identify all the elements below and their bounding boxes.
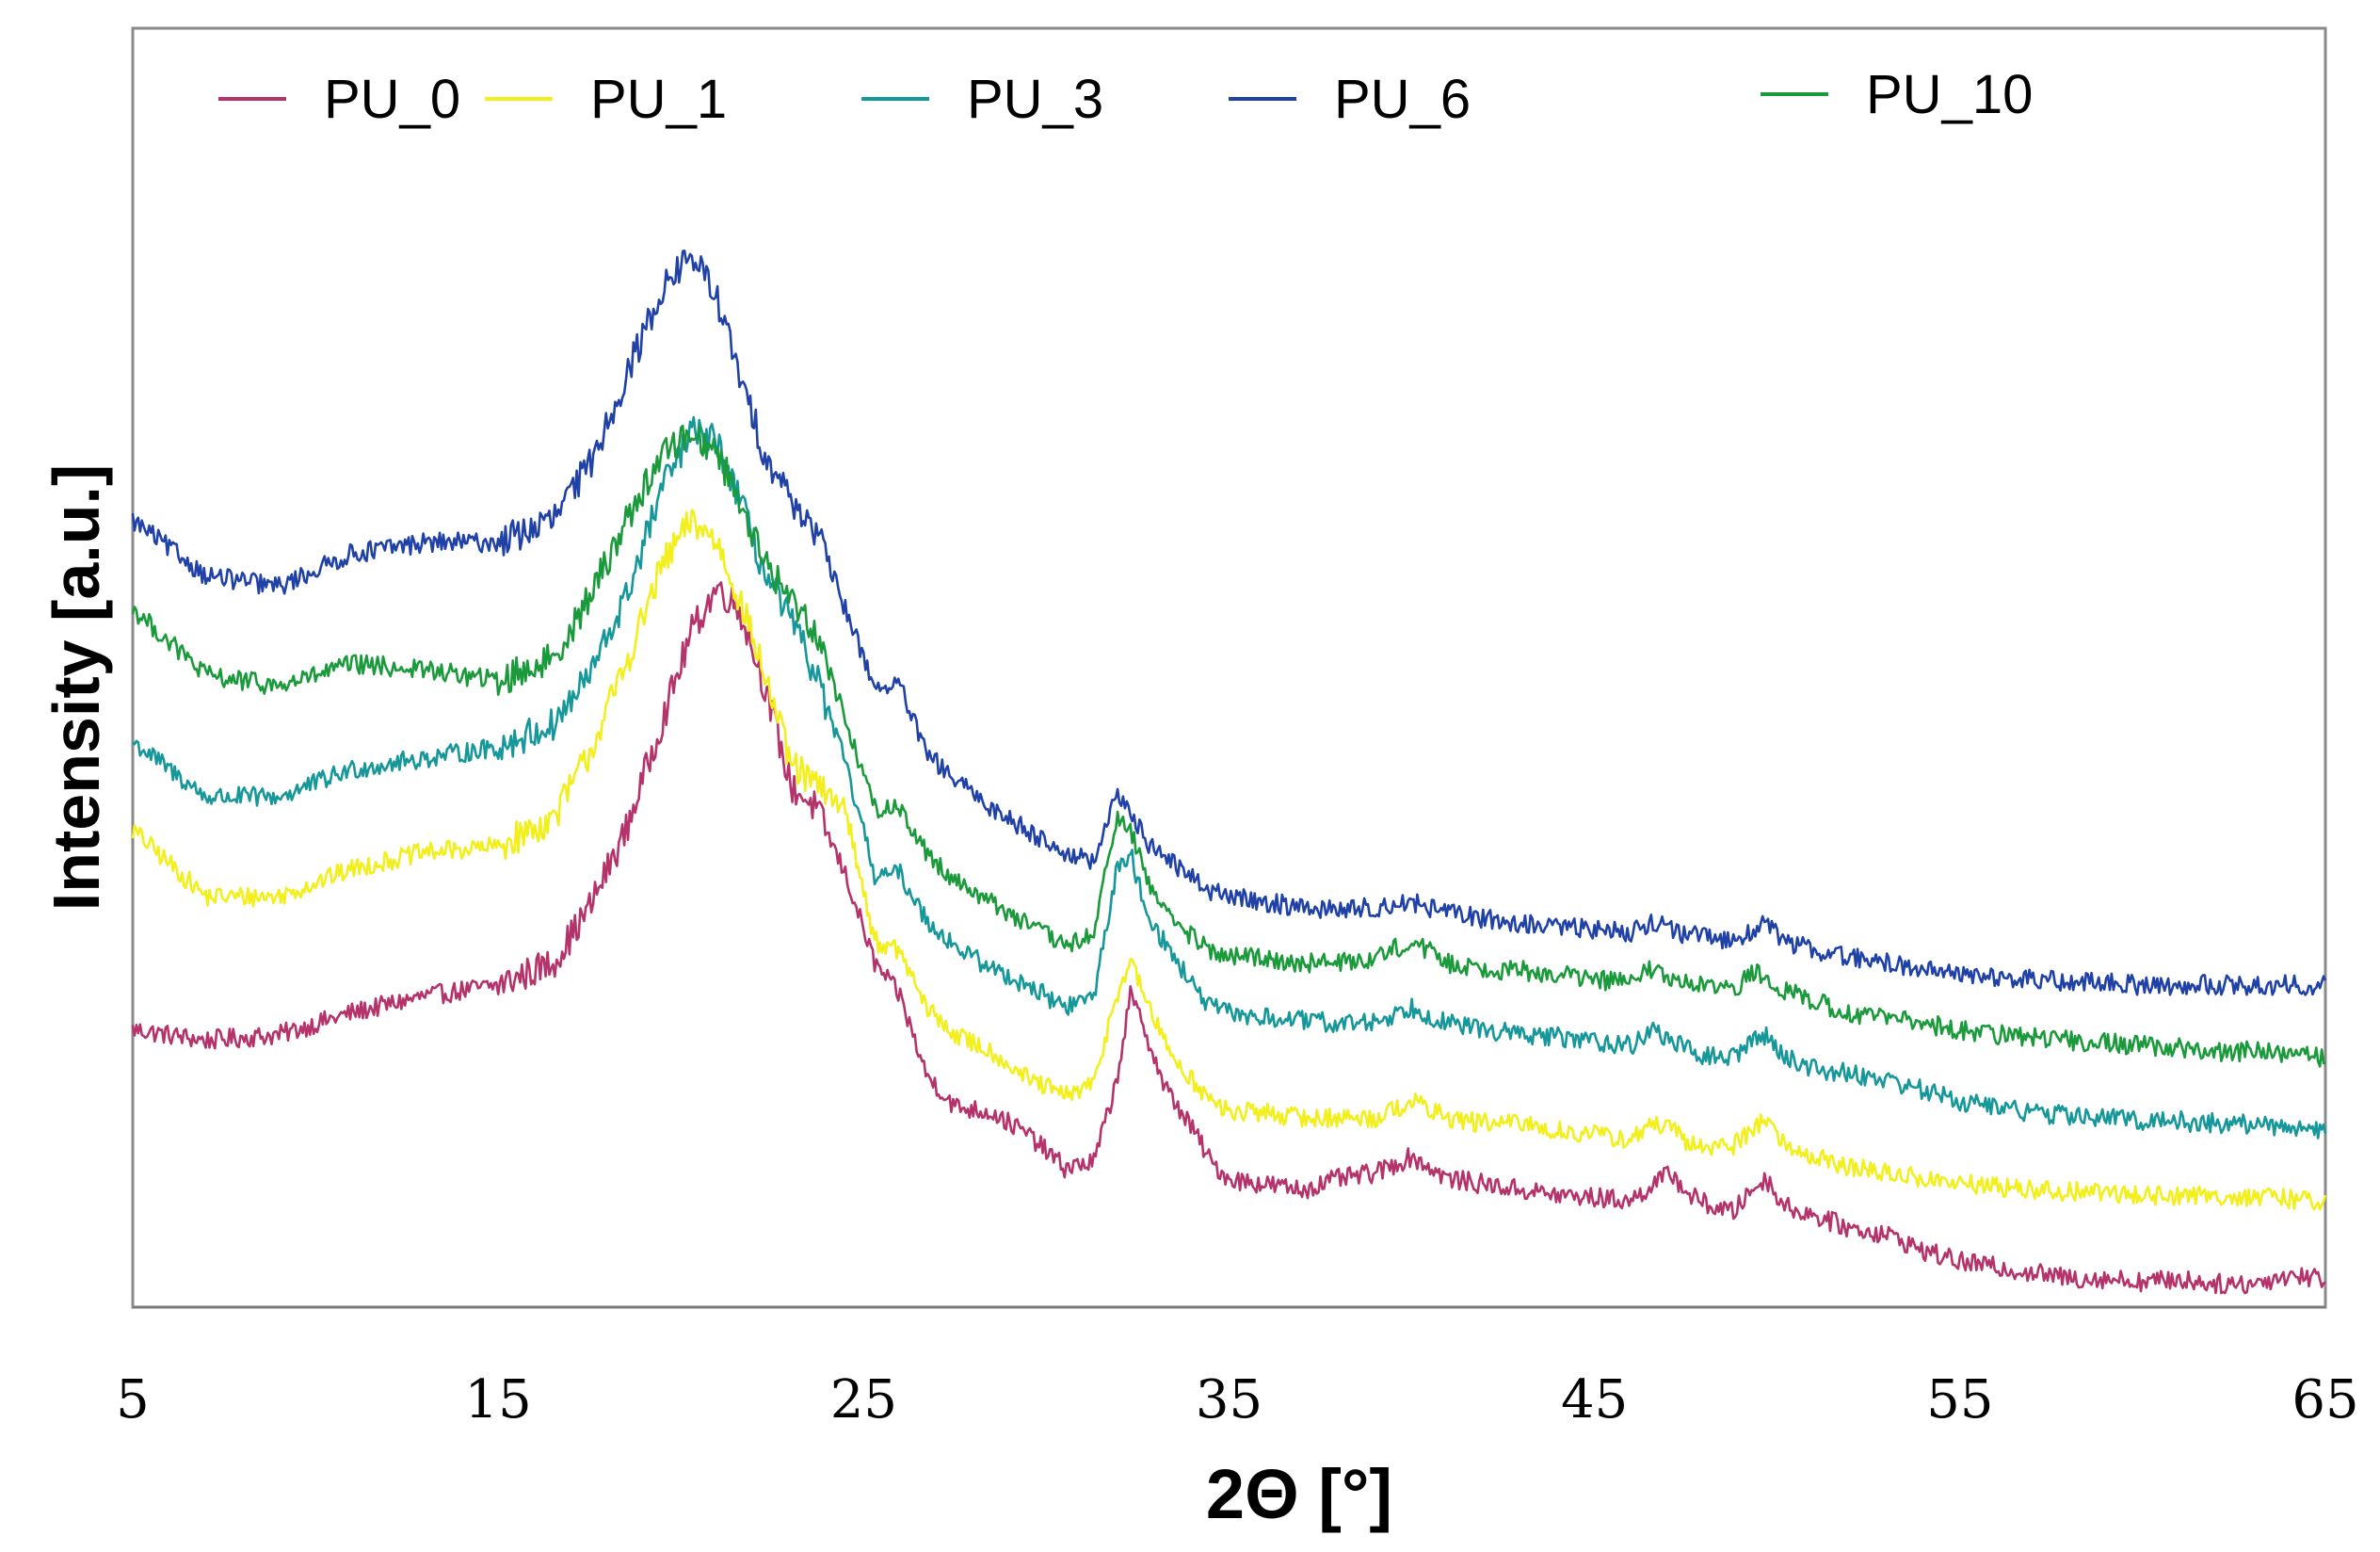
x-axis-title: 2Θ [°] bbox=[1206, 1455, 1392, 1533]
x-tick-labels: 5 15 25 35 45 55 65 bbox=[116, 1369, 2358, 1431]
x-tick-label: 15 bbox=[465, 1369, 532, 1431]
x-tick-label: 25 bbox=[830, 1369, 897, 1431]
legend: PU_0 PU_1 PU_3 PU_6 PU_10 bbox=[218, 64, 2033, 130]
series-line-pu-10 bbox=[131, 424, 2326, 1068]
legend-label-pu-0: PU_0 bbox=[324, 69, 460, 130]
series-line-pu-3 bbox=[132, 415, 2327, 1140]
x-tick-label: 35 bbox=[1196, 1369, 1262, 1431]
series-line-pu-1 bbox=[131, 509, 2327, 1211]
x-tick-label: 65 bbox=[2292, 1369, 2358, 1431]
legend-label-pu-3: PU_3 bbox=[967, 69, 1103, 130]
legend-label-pu-1: PU_1 bbox=[590, 69, 727, 130]
y-axis-title: Intensity [a.u.] bbox=[40, 464, 113, 911]
series-group bbox=[131, 250, 2327, 1295]
legend-label-pu-6: PU_6 bbox=[1334, 69, 1471, 130]
legend-label-pu-10: PU_10 bbox=[1866, 64, 2033, 125]
x-tick-label: 45 bbox=[1561, 1369, 1628, 1431]
series-line-pu-6 bbox=[131, 250, 2327, 996]
x-tick-label: 5 bbox=[116, 1369, 150, 1431]
x-tick-label: 55 bbox=[1926, 1369, 1993, 1431]
series-line-pu-0 bbox=[131, 581, 2326, 1295]
